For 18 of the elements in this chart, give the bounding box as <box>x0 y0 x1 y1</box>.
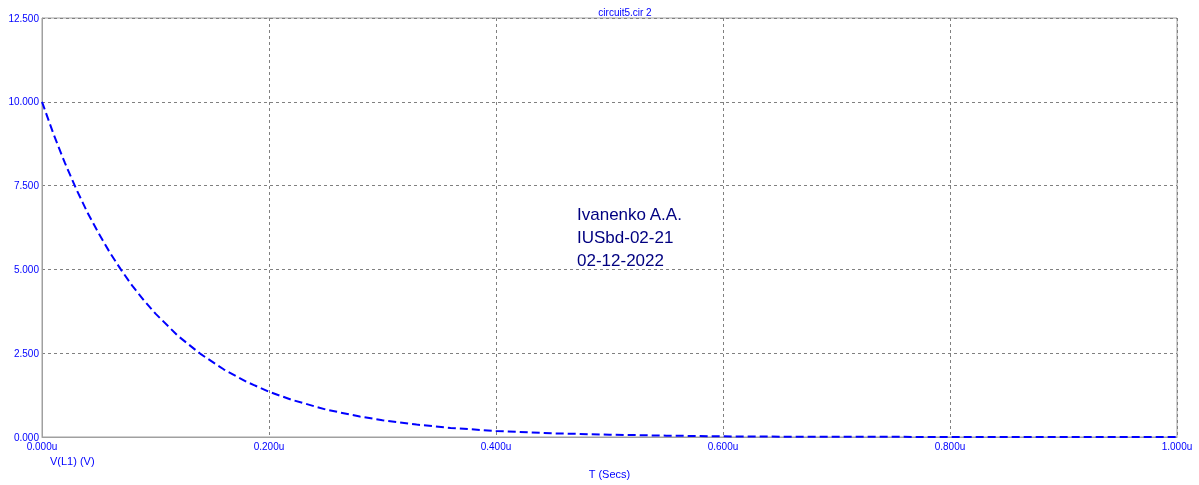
x-tick-label: 0.600u <box>707 440 739 452</box>
y-tick-label: 12.500 <box>8 12 40 24</box>
x-tick-label: 0.800u <box>934 440 966 452</box>
y-tick-label: 0.000 <box>13 431 40 443</box>
text: V(L1) (V) <box>50 454 95 467</box>
x-tick-label: 0.400u <box>480 440 512 452</box>
y-tick-label: 2.500 <box>13 347 40 359</box>
annotation: Ivanenko A.A. <box>577 205 682 224</box>
annotation: 02-12-2022 <box>577 251 664 270</box>
y-tick-label: 7.500 <box>13 180 40 192</box>
chart-title: circuit5.cir 2 <box>598 6 653 18</box>
x-tick-label: 1.000u <box>1161 440 1193 452</box>
y-tick-label: 5.000 <box>13 263 40 275</box>
x-tick-label: 0.000u <box>26 440 58 452</box>
x-axis-title: T (Secs) <box>588 467 631 480</box>
x-tick-label: 0.200u <box>253 440 285 452</box>
y-tick-label: 10.000 <box>8 96 40 108</box>
annotation: IUSbd-02-21 <box>577 228 674 247</box>
